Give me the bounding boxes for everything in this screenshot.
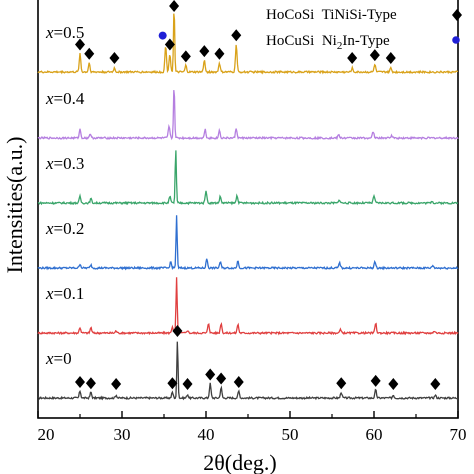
diamond-marker (231, 29, 242, 42)
diamond-marker (233, 376, 244, 389)
diamond-marker (369, 49, 380, 62)
plot-frame (37, 0, 459, 419)
x-tick-label: 60 (366, 425, 383, 444)
diamond-marker (216, 372, 227, 385)
series-label: x=0.5 (45, 23, 84, 42)
diamond-marker (85, 377, 96, 390)
diamond-marker (180, 50, 191, 63)
x-tick-layer: 20 30 40 50 60 70 (37, 411, 467, 444)
legend-diamond-icon (452, 9, 462, 21)
x-axis-title: 2θ(deg.) (203, 450, 276, 474)
diamond-marker (388, 378, 399, 390)
x-tick-label: 70 (450, 425, 467, 444)
diamond-marker (109, 52, 120, 64)
series-layer (37, 13, 459, 401)
series-label: x=0.1 (45, 284, 84, 303)
series-line (37, 215, 459, 271)
diamond-marker (336, 377, 347, 390)
legend-entry-label: HoCoSi TiNiSi-Type (266, 7, 397, 23)
diamond-marker (75, 376, 85, 389)
circle-marker (158, 31, 167, 40)
diamond-marker (164, 38, 175, 51)
diamond-marker (214, 47, 225, 60)
diamond-marker (385, 52, 396, 64)
series-label: x=0.3 (45, 154, 84, 173)
x-tick-label: 40 (198, 425, 215, 444)
diamond-marker (182, 378, 193, 390)
legend-entry-label: HoCuSi Ni2In-Type (266, 33, 390, 52)
diamond-marker (75, 38, 85, 51)
x-tick-label: 20 (38, 425, 55, 444)
series-line (37, 277, 459, 336)
diamond-marker (347, 52, 358, 64)
series-line (37, 13, 459, 75)
diamond-marker (172, 325, 183, 337)
diamond-marker (199, 45, 210, 58)
diamond-marker (205, 368, 216, 381)
legend-circle-icon (452, 36, 460, 44)
series-label: x=0.4 (45, 89, 85, 108)
legend: HoCoSi TiNiSi-Type HoCuSi Ni2In-Type (266, 7, 462, 52)
y-axis-title: Intensities(a.u.) (2, 137, 27, 274)
series-line (37, 150, 459, 206)
marker-layer (75, 0, 441, 390)
diamond-marker (111, 378, 122, 390)
diamond-marker (169, 0, 180, 12)
diamond-marker (370, 374, 381, 387)
diamond-marker (84, 47, 95, 60)
series-label: x=0.2 (45, 219, 84, 238)
series-label-layer: x=0 x=0.1 x=0.2 x=0.3 x=0.4 x=0.5 (45, 23, 85, 368)
series-line (37, 90, 459, 141)
diamond-marker (167, 377, 178, 390)
series-line (37, 341, 458, 401)
x-tick-label: 50 (282, 425, 299, 444)
diamond-marker (430, 378, 441, 390)
x-tick-label: 30 (114, 425, 131, 444)
series-label: x=0 (45, 349, 72, 368)
